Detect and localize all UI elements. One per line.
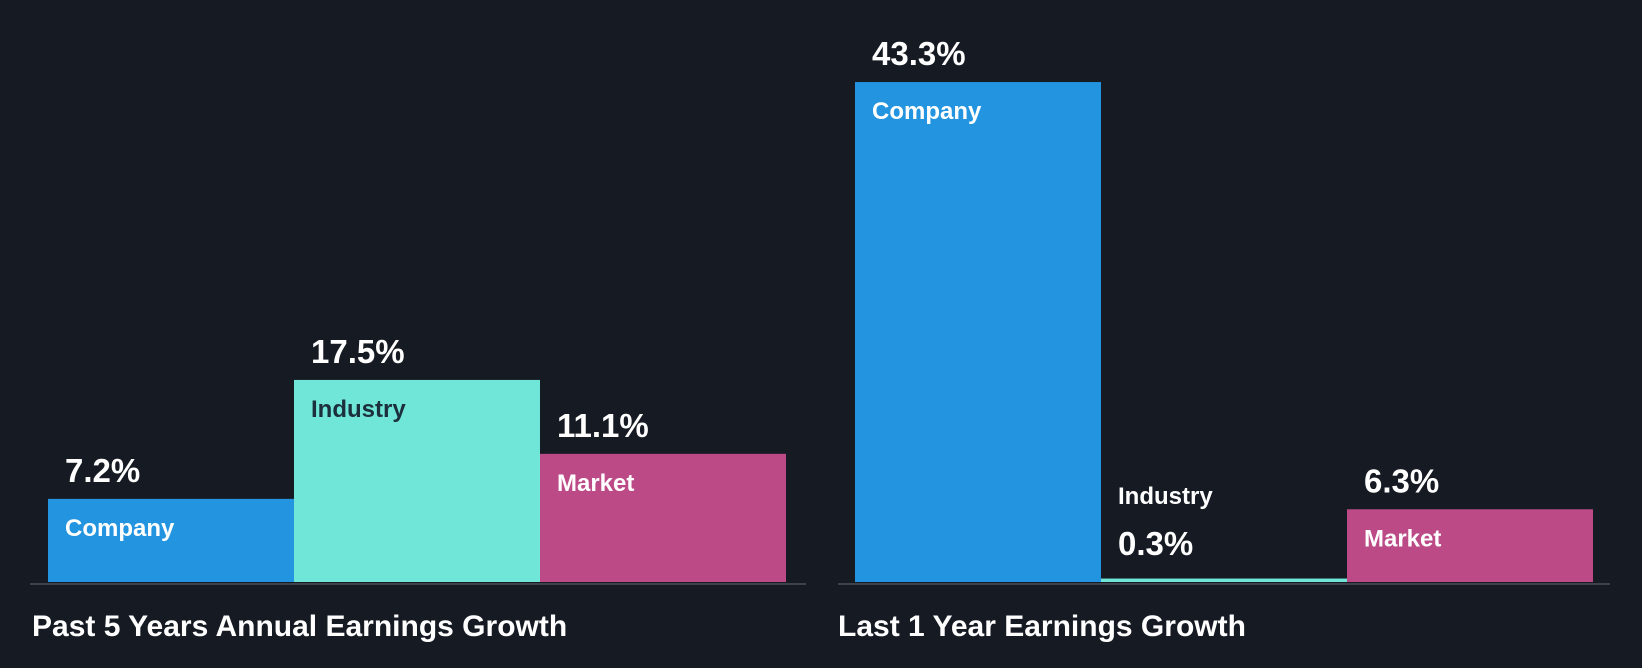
bar-market bbox=[1347, 509, 1593, 582]
bar-company bbox=[855, 82, 1101, 583]
value-label-industry: 17.5% bbox=[311, 333, 405, 370]
category-label-company: Company bbox=[65, 515, 175, 542]
category-label-industry: Industry bbox=[311, 396, 406, 423]
chart-title: Last 1 Year Earnings Growth bbox=[838, 610, 1246, 643]
category-label-industry: Industry bbox=[1118, 483, 1213, 510]
bar-industry bbox=[294, 379, 540, 582]
bar-market bbox=[540, 453, 786, 582]
category-label-market: Market bbox=[557, 470, 634, 497]
value-label-company: 7.2% bbox=[65, 452, 140, 489]
chart-title: Past 5 Years Annual Earnings Growth bbox=[32, 610, 567, 643]
value-label-market: 6.3% bbox=[1364, 462, 1439, 499]
category-label-company: Company bbox=[872, 98, 982, 125]
value-label-market: 11.1% bbox=[557, 407, 649, 444]
value-label-company: 43.3% bbox=[872, 35, 966, 72]
bar-industry bbox=[1101, 578, 1347, 582]
value-label-industry: 0.3% bbox=[1118, 525, 1193, 562]
category-label-market: Market bbox=[1364, 525, 1441, 552]
past-5-years-panel: Past 5 Years Annual Earnings Growth 7.2%… bbox=[30, 333, 806, 643]
bar-company bbox=[48, 498, 294, 582]
last-1-year-panel: Last 1 Year Earnings Growth 43.3% Company… bbox=[838, 35, 1610, 643]
